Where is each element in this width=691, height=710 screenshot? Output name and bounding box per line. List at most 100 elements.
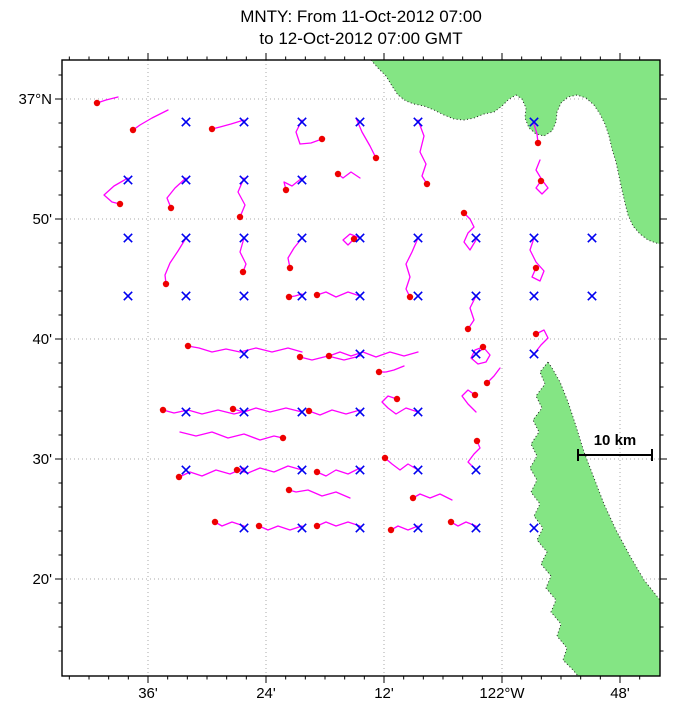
- drifter-end-dot: [532, 264, 540, 272]
- drifter-end-dot: [460, 209, 468, 217]
- drifter-end-dot: [464, 325, 472, 333]
- axis-layer: 36' 24' 12' 122°W 48' 37°N 50' 40' 30' 20': [18, 53, 667, 702]
- drifter-end-dot: [372, 154, 380, 162]
- drifter-end-dot: [239, 268, 247, 276]
- drifter-start-x-marker: [471, 349, 481, 359]
- grid-layer: [62, 60, 660, 676]
- drifter-trajectory: [166, 177, 187, 209]
- drifter-start-x-marker: [413, 523, 423, 533]
- drifter-start-x-marker: [239, 233, 249, 243]
- drifter-start-x-marker: [529, 523, 539, 533]
- drifter-end-dot: [282, 186, 290, 194]
- drifter-start-x-marker: [239, 465, 249, 475]
- drifter-start-x-marker: [529, 291, 539, 301]
- drifter-trajectory: [132, 109, 169, 131]
- x-tick-label: 122°W: [479, 685, 525, 702]
- drifter-end-dot: [229, 405, 237, 413]
- drifter-start-x-marker: [181, 175, 191, 185]
- drifter-trajectory: [381, 395, 419, 415]
- drifter-start-x-marker: [355, 349, 365, 359]
- drifter-end-dot: [159, 406, 167, 414]
- drifter-trajectory: [316, 467, 361, 477]
- drifter-trajectory: [283, 177, 303, 191]
- drifter-end-dot: [129, 126, 137, 134]
- drifter-start-x-marker: [413, 407, 423, 417]
- drifter-end-dot: [409, 494, 417, 502]
- drifter-trajectory: [295, 119, 323, 145]
- drifter-trajectory: [355, 117, 377, 159]
- drifter-trajectory: [232, 407, 303, 413]
- drifter-trajectory: [467, 440, 481, 471]
- drifter-trajectory: [390, 525, 419, 531]
- drifter-end-dot: [208, 125, 216, 133]
- drifter-end-dot: [483, 379, 491, 387]
- drifter-start-x-marker: [355, 233, 365, 243]
- drifter-start-x-marker: [413, 465, 423, 475]
- drifter-end-dot: [116, 200, 124, 208]
- drifter-trajectory: [237, 177, 246, 218]
- drifter-start-x-marker: [181, 117, 191, 127]
- drifter-end-dot: [318, 135, 326, 143]
- drifter-end-dot: [211, 518, 219, 526]
- land-polygon: [529, 361, 661, 677]
- drifter-start-x-marker: [239, 175, 249, 185]
- drifter-end-dot: [236, 213, 244, 221]
- drifter-trajectory: [211, 119, 245, 130]
- drifter-end-dot: [479, 343, 487, 351]
- drifter-trajectory: [258, 525, 303, 531]
- drifter-trajectory: [342, 233, 361, 246]
- drifter-trajectory: [461, 389, 477, 413]
- drifter-start-x-marker: [239, 523, 249, 533]
- drifter-trajectory: [288, 489, 351, 499]
- drifter-end-dot: [393, 395, 401, 403]
- drifter-end-dot: [375, 368, 383, 376]
- drifter-start-x-marker: [587, 233, 597, 243]
- drifter-trajectory: [533, 329, 549, 355]
- drifter-trajectory: [405, 237, 419, 298]
- y-tick-label: 20': [32, 571, 52, 588]
- drifter-trajectory: [535, 159, 549, 195]
- drifter-start-x-marker: [297, 465, 307, 475]
- drifter-trajectory: [103, 177, 129, 205]
- drifter-end-dot: [387, 526, 395, 534]
- drifter-start-x-marker: [123, 175, 133, 185]
- drifter-end-dot: [255, 522, 263, 530]
- drifter-end-dot: [334, 170, 342, 178]
- drifter-trajectory: [239, 237, 247, 273]
- drifter-start-x-marker: [297, 407, 307, 417]
- drifter-start-x-marker: [123, 233, 133, 243]
- y-tick-label: 30': [32, 451, 52, 468]
- land-polygon: [369, 59, 661, 245]
- drifter-start-x-marker: [529, 349, 539, 359]
- drifter-start-x-marker: [355, 407, 365, 417]
- drifter-start-x-marker: [355, 465, 365, 475]
- drifter-trajectory: [162, 409, 251, 415]
- drifter-start-x-marker: [297, 175, 307, 185]
- drifter-trajectory: [308, 409, 361, 416]
- drifter-end-dot: [532, 330, 540, 338]
- trajectory-layer: [93, 96, 549, 534]
- drifter-end-dot: [184, 342, 192, 350]
- plot-border: [61, 59, 661, 677]
- drifter-end-dot: [471, 391, 479, 399]
- drifter-start-x-marker: [413, 117, 423, 127]
- drifter-end-dot: [423, 180, 431, 188]
- drifter-start-x-marker: [471, 291, 481, 301]
- drifter-start-x-marker: [123, 291, 133, 301]
- drifter-trajectory: [529, 237, 545, 282]
- chart-title-line2: to 12-Oct-2012 07:00 GMT: [259, 29, 462, 48]
- drifter-start-x-marker: [355, 291, 365, 301]
- drifter-start-x-marker: [239, 291, 249, 301]
- drifter-start-x-marker: [413, 291, 423, 301]
- drifter-trajectory: [214, 521, 245, 527]
- drifter-start-x-marker: [355, 117, 365, 127]
- x-tick-label: 12': [374, 685, 394, 702]
- drifter-end-dot: [406, 293, 414, 301]
- drifter-trajectory: [316, 521, 361, 527]
- y-tick-label: 37°N: [18, 91, 52, 108]
- drifter-end-dot: [381, 454, 389, 462]
- drifter-end-dot: [233, 466, 241, 474]
- drifter-trajectory: [450, 521, 477, 527]
- drifter-end-dot: [447, 518, 455, 526]
